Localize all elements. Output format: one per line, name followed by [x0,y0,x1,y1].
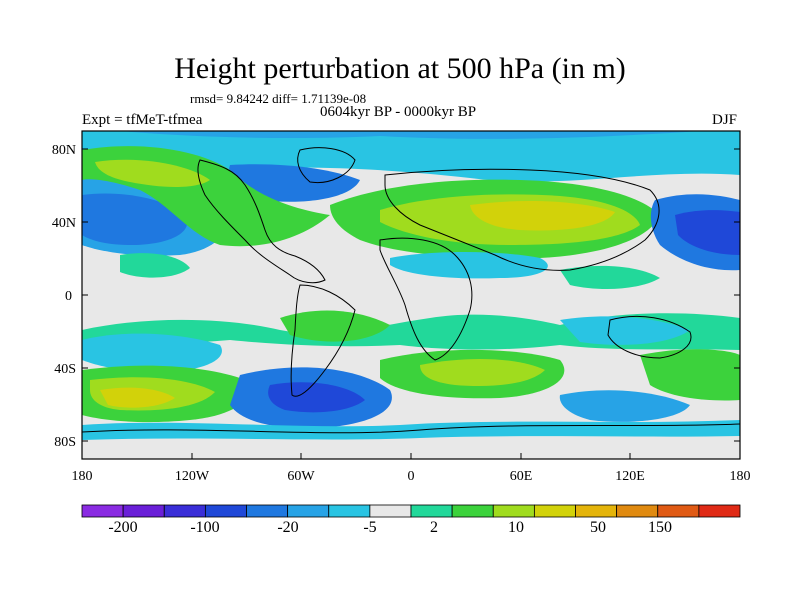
lon-label-60e: 60E [510,469,533,484]
season-label: DJF [712,112,738,128]
colorbar-box [369,504,412,518]
lat-label-80s: 80S [54,435,76,450]
axis-ticks [81,148,741,459]
sw-pacific-high [640,349,740,401]
south-america-coast [290,284,356,397]
colorbar-box [698,504,741,518]
colorbar-box [575,504,618,518]
tropical-green-2 [560,265,660,290]
colorbar-box [657,504,700,518]
lat-label-0: 0 [65,289,72,304]
eurasia-high-core [470,200,615,231]
s-indian-low [559,390,690,422]
africa-coast [379,237,473,361]
colorbar-label-1: -200 [108,519,137,536]
colorbar-label-3: -20 [277,519,298,536]
antarctica-coast [82,423,740,434]
tropical-blue-1 [390,252,548,279]
colorbar-box [287,504,330,518]
sindian-blue [560,316,690,345]
colorbar-box [492,504,535,518]
colorbar-box [81,504,124,518]
eurasia-coast [384,168,660,271]
experiment-label: Expt = tfMeT-tfmea [82,112,203,128]
colorbar-box [246,504,289,518]
lon-label-180e: 180 [730,469,751,484]
lon-label-120e: 120E [615,469,645,484]
lon-labels: 180 120W 60W 0 60E 120E 180 [72,469,751,484]
sindian-high-inner [420,358,545,387]
lon-label-120w: 120W [175,469,210,484]
lon-label-60w: 60W [287,469,315,484]
colorbar-box [163,504,206,518]
colorbar-label-6: 10 [508,519,524,536]
arctic-band [82,131,740,182]
australia-coast [607,315,692,359]
colorbar-box [410,504,453,518]
natl-high-inner [95,159,210,187]
north-america-coast [197,159,326,284]
tropical-green-1 [120,253,190,278]
spacific-high-core [100,387,175,408]
greenland-coast [297,147,356,184]
colorbar-label-5: 2 [430,519,438,536]
colorbar-label-2: -100 [190,519,219,536]
colorbar-box [616,504,659,518]
colorbar-box [451,504,494,518]
lon-label-180w: 180 [72,469,93,484]
lat-labels: 80N 40N 0 40S 80S [52,143,76,450]
colorbar-label-4: -5 [363,519,376,536]
southern-ocean-low-core [268,382,365,413]
height-field [82,131,740,459]
coastlines [82,147,740,434]
lat-label-40n: 40N [52,216,76,231]
colorbar-label-8: 150 [648,519,672,536]
colorbar-labels: -200 -100 -20 -5 2 10 50 150 [108,519,672,536]
lat-label-80n: 80N [52,143,76,158]
colorbar-box [533,504,576,518]
wpacific-low-core [675,210,740,255]
antarctic-neutral [82,436,740,459]
npacific-low-core [82,193,188,245]
colorbar-box [204,504,247,518]
map-title: Height perturbation at 500 hPa (in m) [174,52,626,85]
colorbar-box [122,504,165,518]
south-atl-high [280,310,390,342]
stats-text: rmsd= 9.84242 diff= 1.71139e-08 [190,91,367,106]
colorbar [81,504,741,518]
spacific-blue [82,333,222,372]
colorbar-label-7: 50 [590,519,606,536]
period-label: 0604kyr BP - 0000kyr BP [320,104,477,120]
colorbar-box [328,504,371,518]
greenland-low [228,164,360,202]
lat-label-40s: 40S [54,362,76,377]
lon-label-0: 0 [408,469,415,484]
arctic-blue [120,131,700,139]
